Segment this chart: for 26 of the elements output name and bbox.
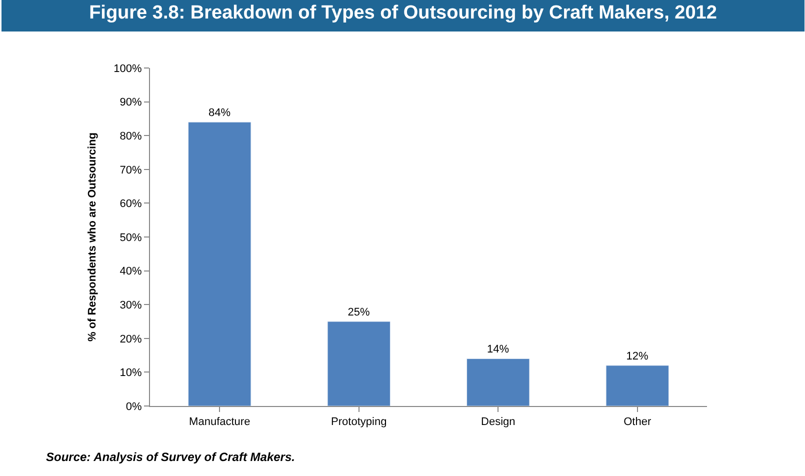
bar [606, 365, 669, 406]
y-tick-label: 80% [120, 130, 142, 142]
data-label: 14% [487, 344, 510, 356]
data-label: 25% [348, 306, 370, 318]
y-tick-label: 50% [120, 232, 142, 244]
bar [327, 321, 390, 406]
y-tick-label: 10% [120, 367, 142, 380]
source-note: Source: Analysis of Survey of Craft Makers. [46, 450, 295, 464]
y-axis-title: % of Respondents who are Outsourcing [86, 132, 98, 342]
x-tick-label: Design [481, 416, 516, 428]
data-label: 12% [626, 350, 648, 362]
y-tick-label: 100% [114, 62, 142, 75]
chart-title: Figure 3.8: Breakdown of Types of Outsourcing by Craft Makers, 2012 [89, 2, 717, 24]
y-tick-label: 60% [120, 198, 142, 210]
y-tick-label: 20% [120, 333, 142, 346]
y-tick-label: 90% [120, 96, 142, 109]
y-tick-label: 40% [120, 266, 142, 278]
x-tick-label: Manufacture [189, 416, 250, 428]
y-tick-label: 30% [120, 299, 142, 312]
y-tick-label: 0% [126, 400, 142, 413]
x-tick-label: Prototyping [331, 416, 387, 428]
data-label: 84% [208, 107, 231, 120]
bar [188, 122, 252, 406]
y-tick-label: 70% [120, 164, 142, 176]
x-tick-label: Other [624, 416, 652, 428]
bar [466, 358, 530, 406]
